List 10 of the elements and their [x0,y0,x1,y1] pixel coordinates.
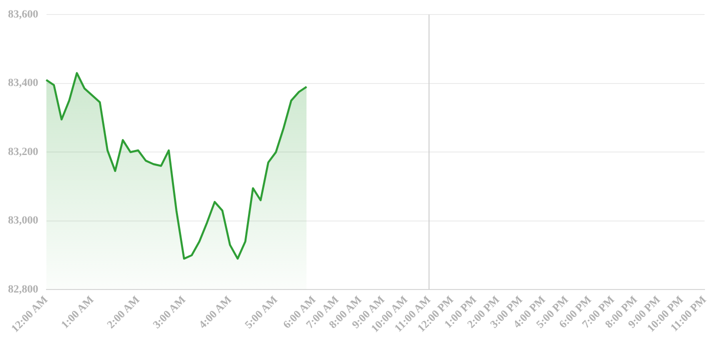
x-tick-label: 1:00 AM [59,294,97,332]
x-tick-label: 2:00 AM [105,294,143,332]
y-tick-label: 83,000 [8,214,39,227]
y-tick-label: 83,400 [8,77,39,90]
x-tick-label: 3:00 AM [150,294,189,332]
y-tick-label: 83,600 [8,8,39,20]
x-tick-label: 5:00 AM [242,294,280,332]
y-tick-label: 83,200 [8,146,39,158]
x-tick-label: 4:00 AM [196,294,235,332]
y-tick-label: 82,800 [8,283,39,296]
